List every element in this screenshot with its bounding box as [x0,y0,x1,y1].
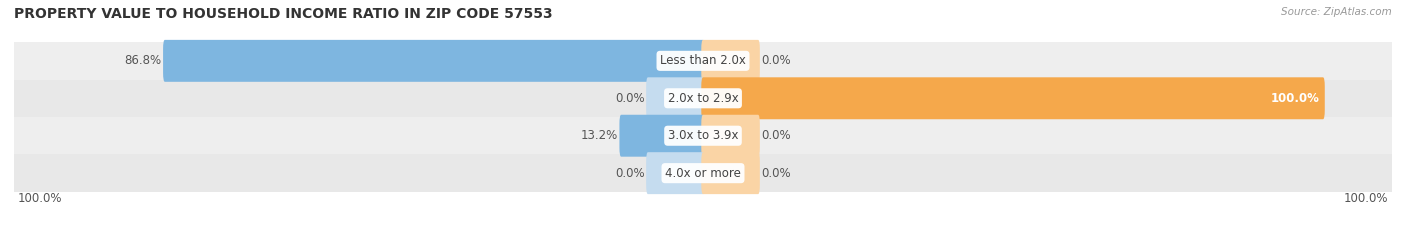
Bar [14,117,1392,154]
Text: 100.0%: 100.0% [1344,192,1389,205]
Bar [14,42,1392,80]
Text: 4.0x or more: 4.0x or more [665,167,741,180]
FancyBboxPatch shape [702,115,759,157]
Text: 2.0x to 2.9x: 2.0x to 2.9x [668,92,738,105]
FancyBboxPatch shape [702,40,759,82]
Text: 0.0%: 0.0% [762,129,792,142]
FancyBboxPatch shape [163,40,704,82]
Text: 86.8%: 86.8% [124,54,162,67]
Text: 0.0%: 0.0% [762,54,792,67]
Text: Less than 2.0x: Less than 2.0x [659,54,747,67]
Text: 100.0%: 100.0% [17,192,62,205]
FancyBboxPatch shape [647,152,704,194]
Bar [14,80,1392,117]
Text: 0.0%: 0.0% [762,167,792,180]
Text: Source: ZipAtlas.com: Source: ZipAtlas.com [1281,7,1392,17]
Text: 3.0x to 3.9x: 3.0x to 3.9x [668,129,738,142]
Text: 0.0%: 0.0% [614,167,644,180]
Text: 13.2%: 13.2% [581,129,617,142]
FancyBboxPatch shape [620,115,704,157]
Text: 100.0%: 100.0% [1271,92,1320,105]
FancyBboxPatch shape [702,152,759,194]
FancyBboxPatch shape [702,77,1324,119]
Bar [14,154,1392,192]
FancyBboxPatch shape [647,77,704,119]
Text: PROPERTY VALUE TO HOUSEHOLD INCOME RATIO IN ZIP CODE 57553: PROPERTY VALUE TO HOUSEHOLD INCOME RATIO… [14,7,553,21]
Text: 0.0%: 0.0% [614,92,644,105]
